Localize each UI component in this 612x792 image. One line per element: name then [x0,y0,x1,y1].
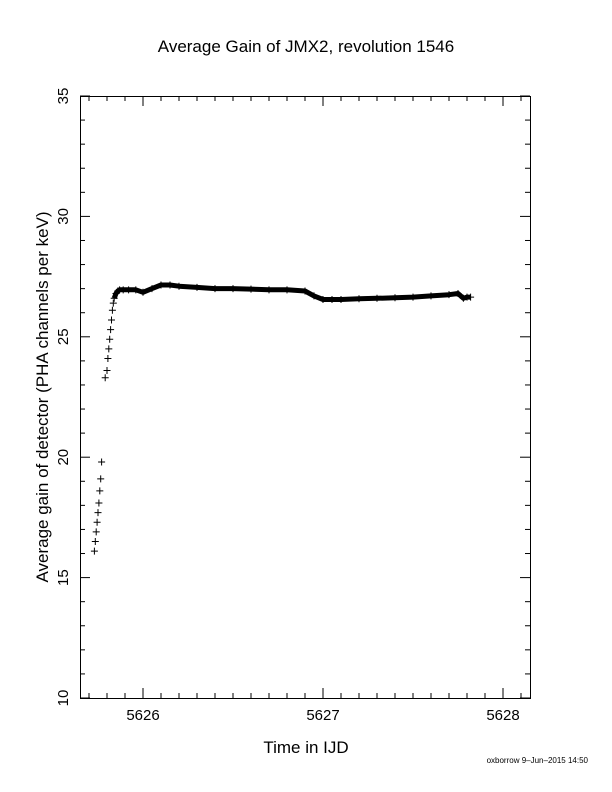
data-point [108,306,116,314]
data-point [109,299,117,307]
footer-note: oxborrow 9–Jun–2015 14:50 [486,756,588,765]
y-tick-label: 35 [55,88,72,105]
x-tick-label: 5626 [126,707,159,724]
dense-data-trace [111,282,471,302]
data-point [107,326,115,334]
data-point [97,475,105,483]
data-point [108,316,115,324]
y-tick-label: 30 [55,208,72,225]
data-point [101,374,109,382]
x-tick-label: 5628 [486,707,519,724]
data-point [104,354,112,362]
plot-frame [80,96,531,699]
data-point [95,499,103,507]
x-axis-label: Time in IJD [263,738,348,757]
data-point [93,518,101,526]
data-point [94,509,102,517]
data-point [106,335,114,343]
y-tick-label: 15 [55,569,72,586]
y-axis-label: Average gain of detector (PHA channels p… [33,211,52,582]
axis-ticks [80,95,530,699]
chart-title: Average Gain of JMX2, revolution 1546 [158,37,454,56]
data-point [92,528,100,536]
y-tick-label: 10 [55,690,72,707]
x-tick-label: 5627 [306,707,339,724]
data-point [98,458,106,466]
data-point [105,345,113,353]
tick-labels: 5626 5627 5628 10 15 20 25 30 35 [55,88,520,724]
data-point [103,367,111,375]
data-point [91,537,99,545]
y-tick-label: 20 [55,449,72,466]
data-points [90,281,475,555]
data-point [90,547,98,555]
y-tick-label: 25 [55,328,72,345]
data-point [96,487,104,495]
